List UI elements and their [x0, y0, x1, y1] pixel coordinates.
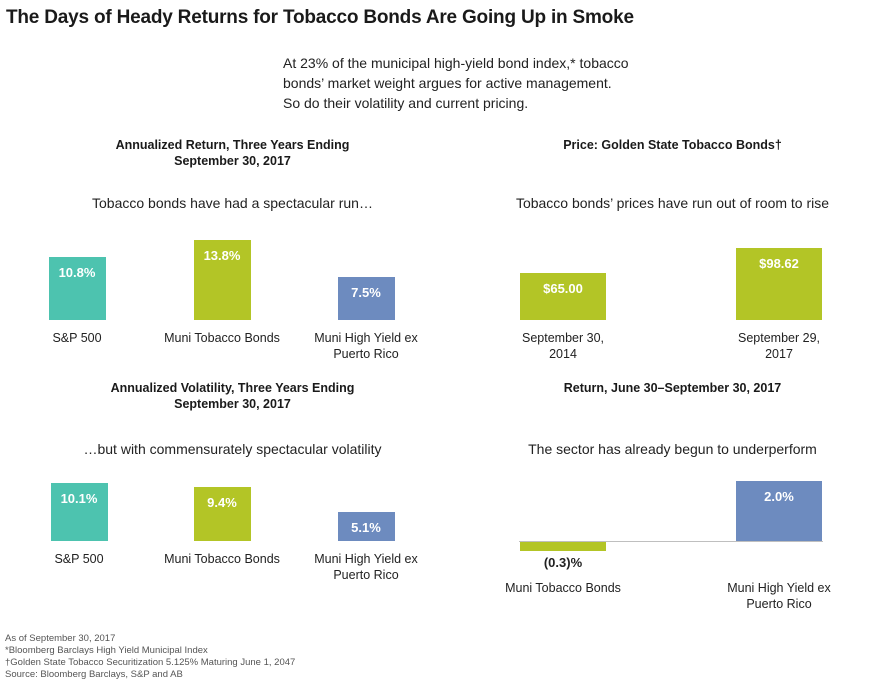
- bar-value-label: (0.3)%: [543, 555, 583, 570]
- bar-value-label: $98.62: [759, 256, 799, 271]
- intro-text: At 23% of the municipal high-yield bond …: [283, 53, 703, 113]
- panel-title: Price: Golden State Tobacco Bonds†: [465, 137, 880, 153]
- panel-title-line: Return, June 30–September 30, 2017: [563, 381, 782, 395]
- footnote: †Golden State Tobacco Securitization 5.1…: [5, 657, 296, 668]
- bar: (0.3)%: [520, 542, 606, 570]
- category-label-line: September 30,: [522, 331, 604, 345]
- panel-price: Price: Golden State Tobacco Bonds† Tobac…: [465, 0, 880, 380]
- footnote: *Bloomberg Barclays High Yield Municipal…: [5, 645, 208, 656]
- intro-line: So do their volatility and current prici…: [283, 95, 529, 111]
- bar-value-label: 10.8%: [58, 265, 96, 281]
- bar: 13.8%: [193, 240, 251, 320]
- category-label-line: S&P 500: [52, 331, 102, 345]
- category-label: S&P 500: [0, 330, 157, 346]
- bar: 10.8%: [48, 257, 106, 320]
- bar-value-label: 2.0%: [764, 489, 794, 504]
- category-label: Muni Tobacco Bonds: [483, 580, 643, 596]
- bar-value-label: 13.8%: [203, 248, 241, 263]
- footnote: As of September 30, 2017: [5, 633, 116, 644]
- category-label-line: S&P 500: [54, 552, 104, 566]
- panel-quarter-return: Return, June 30–September 30, 2017 The s…: [465, 0, 880, 620]
- category-label: S&P 500: [0, 551, 159, 567]
- category-label-line: Muni High Yield ex: [314, 552, 418, 566]
- panel-title: Return, June 30–September 30, 2017: [465, 380, 880, 396]
- category-label: Muni Tobacco Bonds: [142, 330, 302, 346]
- category-label: Muni High Yield ex Puerto Rico: [286, 330, 446, 362]
- panel-title-line: September 30, 2017: [174, 397, 291, 411]
- intro-line: bonds’ market weight argues for active m…: [283, 75, 612, 91]
- category-label: Muni Tobacco Bonds: [142, 551, 302, 567]
- category-label: September 29, 2017: [699, 330, 859, 362]
- bar: 2.0%: [736, 481, 822, 541]
- bar: $98.62: [736, 248, 822, 320]
- zero-baseline: [519, 541, 823, 542]
- bar-value-label: 5.1%: [351, 519, 381, 535]
- bar-value-label: 10.1%: [60, 491, 98, 506]
- panel-annualized-volatility: Annualized Volatility, Three Years Endin…: [0, 0, 465, 620]
- bar: 7.5%: [337, 276, 395, 320]
- category-label-line: Puerto Rico: [333, 568, 399, 582]
- bar: 9.4%: [193, 487, 251, 541]
- category-label-line: 2017: [765, 347, 793, 361]
- panel-title: Annualized Volatility, Three Years Endin…: [0, 380, 465, 412]
- category-label-line: Muni Tobacco Bonds: [164, 331, 280, 345]
- category-label-line: Puerto Rico: [333, 347, 399, 361]
- footnote: Source: Bloomberg Barclays, S&P and AB: [5, 669, 183, 680]
- panel-subtitle: The sector has already begun to underper…: [528, 441, 817, 457]
- category-label-line: Muni Tobacco Bonds: [505, 581, 621, 595]
- category-label: September 30, 2014: [483, 330, 643, 362]
- panel-title-line: September 30, 2017: [174, 154, 291, 168]
- bar: 10.1%: [50, 483, 108, 541]
- panel-title-line: Annualized Volatility, Three Years Endin…: [110, 381, 355, 395]
- category-label-line: Muni Tobacco Bonds: [164, 552, 280, 566]
- panel-annualized-return: Annualized Return, Three Years Ending Se…: [0, 0, 465, 380]
- bar: $65.00: [520, 272, 606, 320]
- category-label: Muni High Yield ex Puerto Rico: [286, 551, 446, 583]
- panel-title: Annualized Return, Three Years Ending Se…: [0, 137, 465, 169]
- intro-line: At 23% of the municipal high-yield bond …: [283, 55, 629, 71]
- panel-title-line: Annualized Return, Three Years Ending: [115, 138, 350, 152]
- category-label-line: 2014: [549, 347, 577, 361]
- category-label-line: September 29,: [738, 331, 820, 345]
- panel-title-line: Price: Golden State Tobacco Bonds†: [563, 138, 782, 152]
- bar-value-label: $65.00: [543, 280, 583, 296]
- panel-subtitle: Tobacco bonds have had a spectacular run…: [92, 195, 373, 211]
- panel-subtitle: …but with commensurately spectacular vol…: [83, 441, 382, 457]
- page-title: The Days of Heady Returns for Tobacco Bo…: [6, 7, 634, 28]
- category-label: Muni High Yield ex Puerto Rico: [699, 580, 859, 612]
- category-label-line: Puerto Rico: [746, 597, 812, 611]
- footnotes: As of September 30, 2017 *Bloomberg Barc…: [5, 633, 295, 681]
- bar-value-label: 9.4%: [207, 495, 237, 511]
- panel-subtitle: Tobacco bonds’ prices have run out of ro…: [515, 195, 830, 211]
- bar-value-label: 7.5%: [351, 284, 381, 300]
- bar: 5.1%: [337, 511, 395, 541]
- category-label-line: Muni High Yield ex: [727, 581, 831, 595]
- category-label-line: Muni High Yield ex: [314, 331, 418, 345]
